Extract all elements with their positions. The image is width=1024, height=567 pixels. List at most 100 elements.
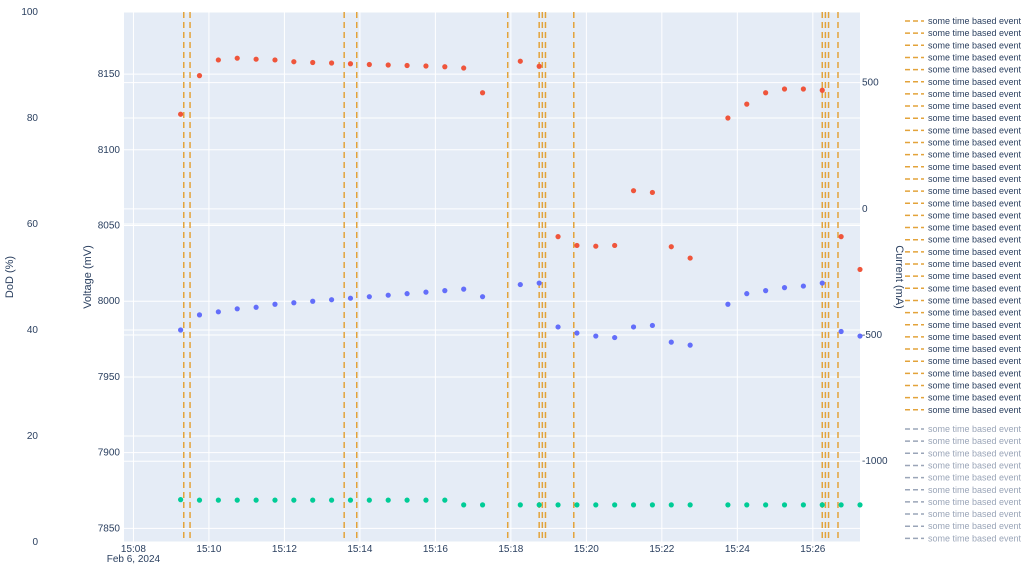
dod-point[interactable]	[763, 502, 769, 508]
current-point[interactable]	[272, 57, 278, 63]
legend-item[interactable]: some time based event	[905, 393, 1022, 403]
legend-item[interactable]: some time based event	[905, 40, 1022, 50]
voltage-point[interactable]	[347, 295, 354, 301]
dod-point[interactable]	[687, 502, 693, 508]
legend-item[interactable]: some time based event	[905, 125, 1022, 135]
current-point[interactable]	[555, 234, 561, 240]
current-point[interactable]	[857, 266, 863, 273]
legend-item[interactable]: some time based event	[905, 162, 1022, 172]
dod-point[interactable]	[461, 502, 467, 508]
legend-item[interactable]: some time based event	[905, 247, 1022, 257]
dod-point[interactable]	[215, 497, 221, 503]
current-point[interactable]	[366, 61, 372, 68]
dod-point[interactable]	[479, 502, 486, 508]
legend-item[interactable]: some time based event	[905, 405, 1022, 415]
voltage-point[interactable]	[328, 297, 335, 303]
current-point[interactable]	[668, 244, 674, 250]
legend-item-hidden[interactable]: some time based event	[905, 521, 1022, 531]
legend-item[interactable]: some time based event	[905, 150, 1022, 160]
legend-item-hidden[interactable]: some time based event	[905, 509, 1022, 519]
dod-point[interactable]	[574, 502, 580, 508]
dod-point[interactable]	[272, 497, 278, 503]
dod-point[interactable]	[593, 502, 599, 508]
voltage-point[interactable]	[385, 292, 391, 298]
legend-item-hidden[interactable]: some time based event	[905, 497, 1022, 507]
voltage-point[interactable]	[800, 283, 806, 289]
current-point[interactable]	[649, 189, 656, 196]
legend-item[interactable]: some time based event	[905, 320, 1022, 330]
voltage-point[interactable]	[838, 328, 844, 335]
legend-item[interactable]: some time based event	[905, 89, 1022, 99]
legend-item-hidden[interactable]: some time based event	[905, 436, 1022, 446]
legend-item[interactable]: some time based event	[905, 271, 1022, 281]
voltage-point[interactable]	[442, 288, 448, 294]
current-point[interactable]	[763, 90, 769, 96]
voltage-point[interactable]	[253, 304, 259, 310]
dod-point[interactable]	[630, 502, 637, 508]
voltage-point[interactable]	[404, 291, 410, 297]
current-point[interactable]	[574, 242, 580, 249]
current-point[interactable]	[328, 60, 335, 66]
current-point[interactable]	[347, 61, 354, 67]
dod-point[interactable]	[555, 502, 561, 508]
legend-item[interactable]: some time based event	[905, 283, 1022, 293]
voltage-point[interactable]	[612, 334, 618, 341]
dod-point[interactable]	[253, 497, 259, 503]
voltage-point[interactable]	[272, 301, 278, 307]
current-point[interactable]	[253, 56, 259, 62]
legend-item[interactable]: some time based event	[905, 381, 1022, 391]
voltage-point[interactable]	[593, 333, 599, 339]
voltage-point[interactable]	[781, 285, 788, 291]
legend-item[interactable]: some time based event	[905, 52, 1022, 62]
legend-item[interactable]: some time based event	[905, 332, 1022, 342]
voltage-point[interactable]	[234, 306, 240, 312]
dod-point[interactable]	[366, 497, 372, 503]
legend-item[interactable]: some time based event	[905, 356, 1022, 366]
current-point[interactable]	[178, 111, 184, 117]
legend-item[interactable]: some time based event	[905, 223, 1022, 233]
legend[interactable]: some time based event some time based eve…	[905, 16, 1022, 543]
dod-point[interactable]	[423, 497, 429, 503]
current-point[interactable]	[234, 55, 240, 61]
voltage-point[interactable]	[366, 294, 372, 300]
voltage-point[interactable]	[725, 301, 731, 307]
dod-point[interactable]	[310, 497, 316, 503]
dod-point[interactable]	[328, 497, 335, 503]
legend-item[interactable]: some time based event	[905, 210, 1022, 220]
voltage-point[interactable]	[517, 281, 523, 288]
voltage-point[interactable]	[857, 333, 863, 339]
legend-item-hidden[interactable]: some time based event	[905, 473, 1022, 483]
legend-item[interactable]: some time based event	[905, 65, 1022, 75]
current-point[interactable]	[781, 86, 788, 92]
voltage-point[interactable]	[555, 324, 561, 330]
voltage-point[interactable]	[291, 300, 297, 306]
voltage-point[interactable]	[196, 312, 203, 318]
current-point[interactable]	[310, 59, 316, 66]
current-point[interactable]	[196, 73, 203, 79]
dod-point[interactable]	[744, 502, 750, 508]
legend-item[interactable]: some time based event	[905, 198, 1022, 208]
voltage-point[interactable]	[668, 339, 674, 345]
legend-item[interactable]: some time based event	[905, 16, 1022, 26]
legend-item[interactable]: some time based event	[905, 101, 1022, 111]
dod-point[interactable]	[819, 502, 825, 508]
legend-item-hidden[interactable]: some time based event	[905, 485, 1022, 495]
legend-item-hidden[interactable]: some time based event	[905, 448, 1022, 458]
dod-point[interactable]	[800, 502, 806, 508]
current-point[interactable]	[612, 242, 618, 249]
legend-item[interactable]: some time based event	[905, 368, 1022, 378]
legend-item[interactable]: some time based event	[905, 77, 1022, 87]
dod-point[interactable]	[442, 497, 448, 503]
dod-point[interactable]	[725, 502, 731, 508]
current-point[interactable]	[404, 62, 410, 69]
dod-point[interactable]	[781, 502, 788, 508]
voltage-point[interactable]	[461, 286, 467, 292]
voltage-point[interactable]	[536, 280, 542, 286]
legend-item[interactable]: some time based event	[905, 174, 1022, 184]
legend-item[interactable]: some time based event	[905, 28, 1022, 38]
legend-item[interactable]: some time based event	[905, 259, 1022, 269]
voltage-point[interactable]	[574, 330, 580, 336]
legend-item-hidden[interactable]: some time based event	[905, 533, 1022, 543]
voltage-point[interactable]	[630, 324, 637, 330]
